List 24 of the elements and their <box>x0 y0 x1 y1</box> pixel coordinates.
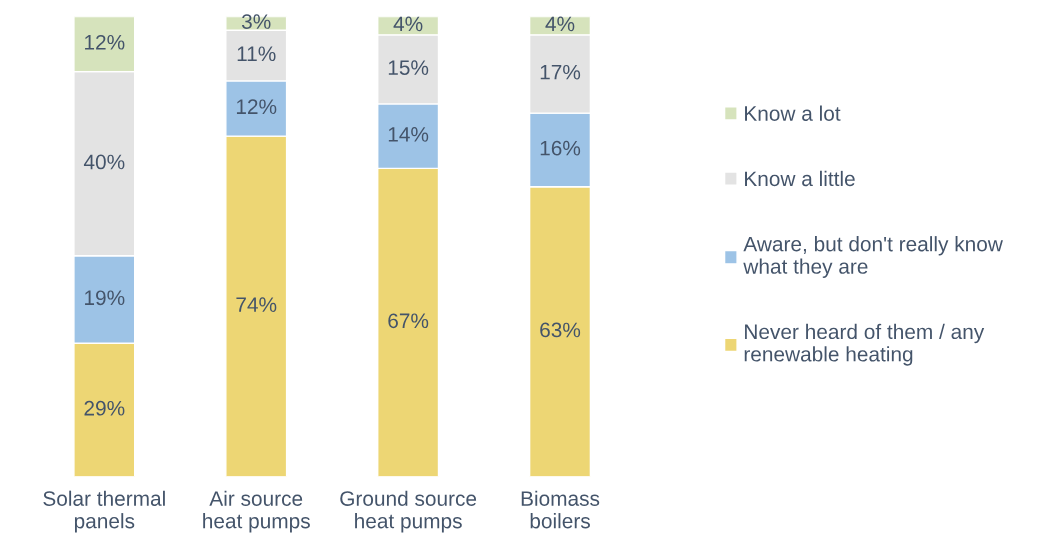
data-label: 63% <box>540 322 581 338</box>
data-label: 29% <box>84 400 125 416</box>
data-label: 12% <box>85 34 125 50</box>
data-label: 14% <box>388 127 429 142</box>
data-label: 4% <box>545 16 575 32</box>
data-label: 40% <box>83 154 125 170</box>
legend-label: Know a little <box>745 170 855 187</box>
legend-label: Aware, but don't really know what they are <box>743 236 1003 278</box>
data-label: 67% <box>388 313 429 329</box>
x-tick-label: Air source heat pumps <box>203 490 310 533</box>
x-tick-label: Biomass boilers <box>521 490 600 529</box>
legend-label: Know a lot <box>745 105 841 121</box>
data-label: 74% <box>236 297 277 312</box>
data-label: 11% <box>237 46 276 62</box>
data-label: 19% <box>85 290 125 306</box>
data-label: 17% <box>540 64 581 80</box>
x-tick-label: Solar thermal panels <box>43 490 165 533</box>
data-label: 12% <box>236 99 277 115</box>
data-label: 16% <box>540 140 581 156</box>
data-label: 3% <box>241 14 271 29</box>
data-label: 15% <box>388 60 429 75</box>
x-tick-label: Ground source heat pumps <box>340 490 477 533</box>
legend-label: Never heard of them / any renewable heating <box>744 323 985 366</box>
data-label: 4% <box>393 16 423 32</box>
